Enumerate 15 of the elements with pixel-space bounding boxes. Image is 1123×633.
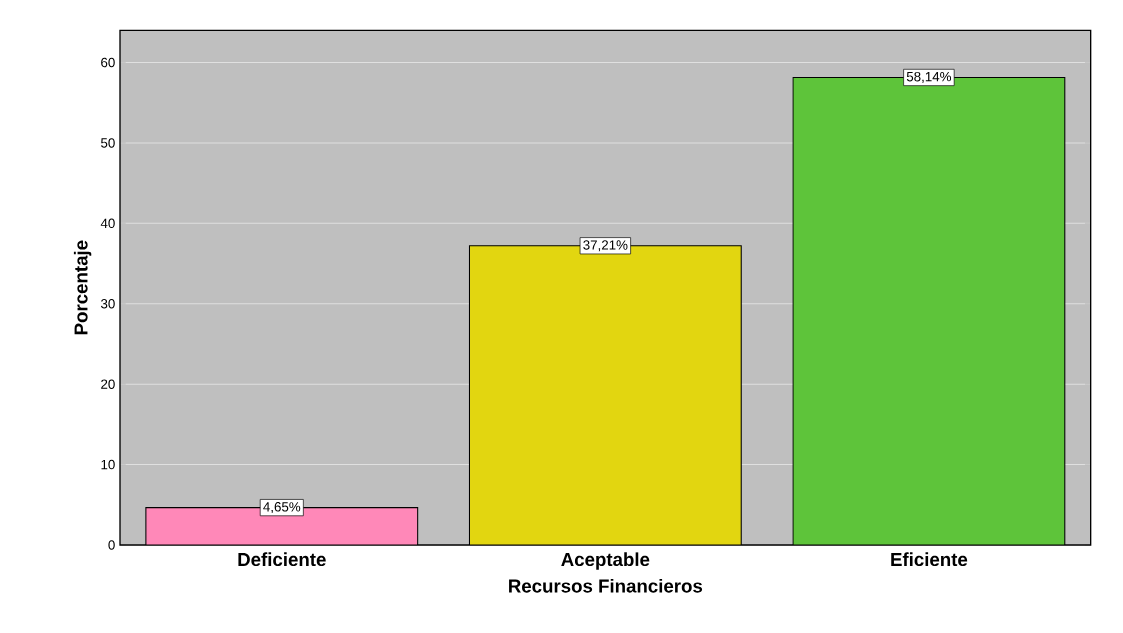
y-tick-label: 10 <box>101 459 115 470</box>
y-tick-label: 40 <box>100 218 115 229</box>
y-tick-label: 60 <box>101 57 115 68</box>
y-tick-label: 50 <box>101 138 115 148</box>
x-tick-label: Aceptable <box>561 552 650 570</box>
y-tick-label: 20 <box>101 379 115 389</box>
y-tick-label: 30 <box>100 299 115 309</box>
x-tick-label: Eficiente <box>891 552 968 567</box>
y-tick-label: 0 <box>108 540 115 550</box>
data-label: 4,65% <box>263 502 301 514</box>
data-label: 37,21% <box>583 240 628 252</box>
y-axis-title: Porcentaje <box>73 240 92 335</box>
x-axis-title: Recursos Financieros <box>509 578 703 593</box>
x-tick-label: Deficiente <box>238 552 326 567</box>
data-label: 58,14% <box>906 71 952 83</box>
